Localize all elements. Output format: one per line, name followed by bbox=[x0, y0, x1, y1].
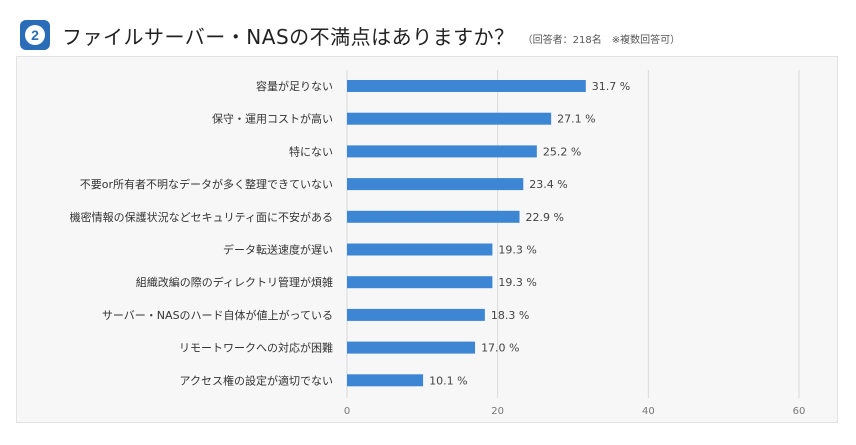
category-label: リモートワークへの対応が困難 bbox=[179, 341, 333, 355]
bar bbox=[347, 80, 586, 92]
value-label: 19.3 % bbox=[498, 244, 536, 257]
value-label: 10.1 % bbox=[429, 374, 467, 387]
category-label: アクセス権の設定が適切でない bbox=[180, 373, 333, 387]
value-label: 22.9 % bbox=[526, 211, 564, 224]
chart-title: ファイルサーバー・NASの不満点はありますか？ bbox=[62, 24, 515, 49]
value-label: 31.7 % bbox=[592, 80, 630, 93]
x-axis-ticks: 0 20 40 60 bbox=[344, 406, 806, 417]
respondent-note: （回答者：218名 ※複数回答可） bbox=[522, 35, 681, 46]
category-label: サーバー・NASのハード自体が値上がっている bbox=[102, 308, 333, 322]
category-label: 機密情報の保護状況などセキュリティ面に不安がある bbox=[70, 210, 333, 224]
bar bbox=[347, 243, 493, 256]
value-label: 27.1 % bbox=[557, 113, 595, 126]
category-label: 容量が足りない bbox=[256, 79, 333, 93]
bars bbox=[347, 80, 586, 387]
category-label: 特にない bbox=[289, 144, 333, 158]
bar bbox=[347, 276, 493, 289]
category-labels: 容量が足りない保守・運用コストが高い特にない不要or所有者不明なデータが多く整理… bbox=[70, 79, 333, 387]
category-label: データ転送速度が遅い bbox=[223, 243, 333, 257]
value-label: 18.3 % bbox=[491, 309, 529, 322]
value-labels: 31.7 % 27.1 % 25.2 % 23.4 % 22.9 % 19.3 % 19.3… bbox=[429, 80, 630, 387]
bar bbox=[347, 210, 520, 223]
value-label: 19.3 % bbox=[498, 276, 536, 289]
value-label: 25.2 % bbox=[543, 145, 581, 158]
value-label: 17.0 % bbox=[481, 342, 519, 355]
bar bbox=[347, 112, 552, 125]
x-tick-label: 20 bbox=[491, 406, 504, 417]
category-label: 保守・運用コストが高い bbox=[212, 112, 333, 126]
bar bbox=[347, 178, 524, 191]
value-label: 23.4 % bbox=[529, 178, 567, 191]
bar bbox=[347, 341, 476, 354]
category-label: 不要or所有者不明なデータが多く整理できていない bbox=[80, 177, 333, 191]
chart-header: 2 ファイルサーバー・NASの不満点はありますか？ （回答者：218名 ※複数回… bbox=[20, 18, 680, 52]
bar bbox=[347, 374, 424, 387]
x-tick-label: 40 bbox=[642, 406, 655, 417]
question-number: 2 bbox=[25, 25, 45, 45]
x-tick-label: 60 bbox=[793, 406, 806, 417]
bar bbox=[347, 145, 537, 158]
x-tick-label: 0 bbox=[344, 406, 350, 417]
question-number-badge: 2 bbox=[20, 20, 50, 50]
category-label: 組織改編の際のディレクトリ管理が煩雑 bbox=[136, 275, 333, 289]
bar bbox=[347, 308, 485, 321]
